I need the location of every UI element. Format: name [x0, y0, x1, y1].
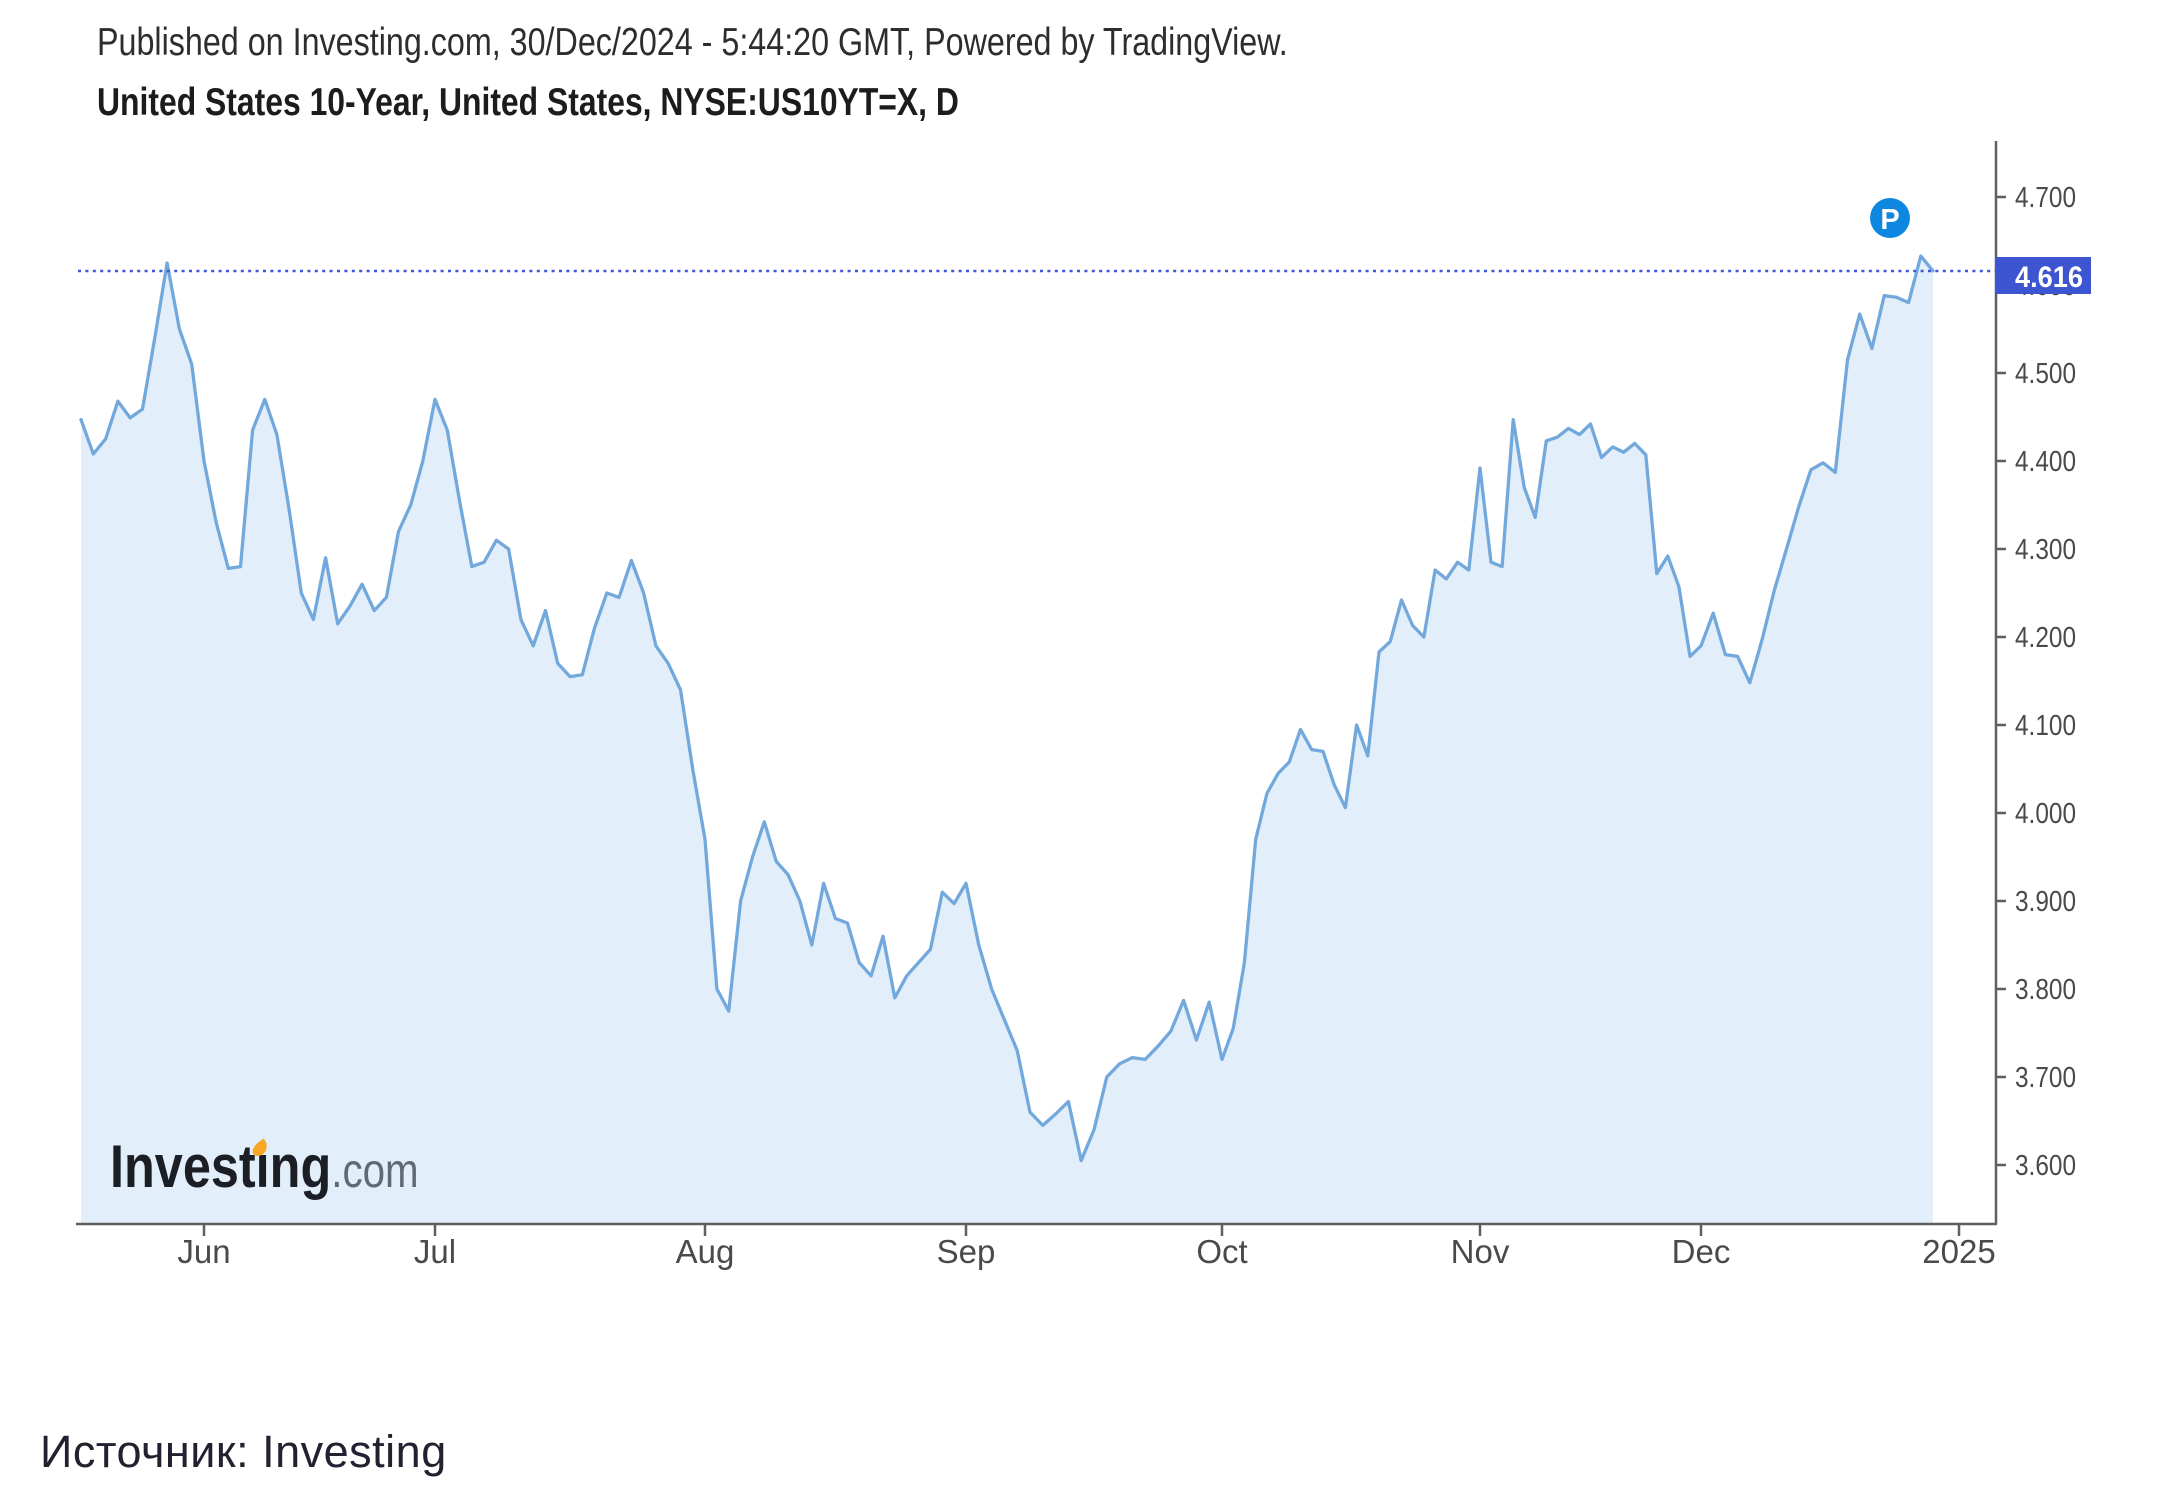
- svg-text:Aug: Aug: [676, 1233, 735, 1270]
- svg-text:3.600: 3.600: [2015, 1150, 2076, 1182]
- svg-text:P: P: [1880, 204, 1899, 236]
- svg-text:Oct: Oct: [1196, 1233, 1247, 1270]
- svg-text:2025: 2025: [1922, 1233, 1995, 1270]
- svg-text:4.300: 4.300: [2015, 534, 2076, 566]
- svg-text:4.500: 4.500: [2015, 358, 2076, 390]
- svg-text:Sep: Sep: [937, 1233, 996, 1270]
- svg-text:3.900: 3.900: [2015, 886, 2076, 918]
- svg-text:4.400: 4.400: [2015, 446, 2076, 478]
- svg-text:3.800: 3.800: [2015, 974, 2076, 1006]
- svg-text:Dec: Dec: [1672, 1233, 1731, 1270]
- svg-text:Jul: Jul: [414, 1233, 456, 1270]
- svg-text:Jun: Jun: [177, 1233, 230, 1270]
- svg-text:4.616: 4.616: [2015, 261, 2083, 294]
- svg-text:4.100: 4.100: [2015, 710, 2076, 742]
- svg-text:3.700: 3.700: [2015, 1062, 2076, 1094]
- svg-text:4.200: 4.200: [2015, 622, 2076, 654]
- svg-text:4.700: 4.700: [2015, 182, 2076, 214]
- svg-text:Nov: Nov: [1451, 1233, 1510, 1270]
- svg-text:4.000: 4.000: [2015, 798, 2076, 830]
